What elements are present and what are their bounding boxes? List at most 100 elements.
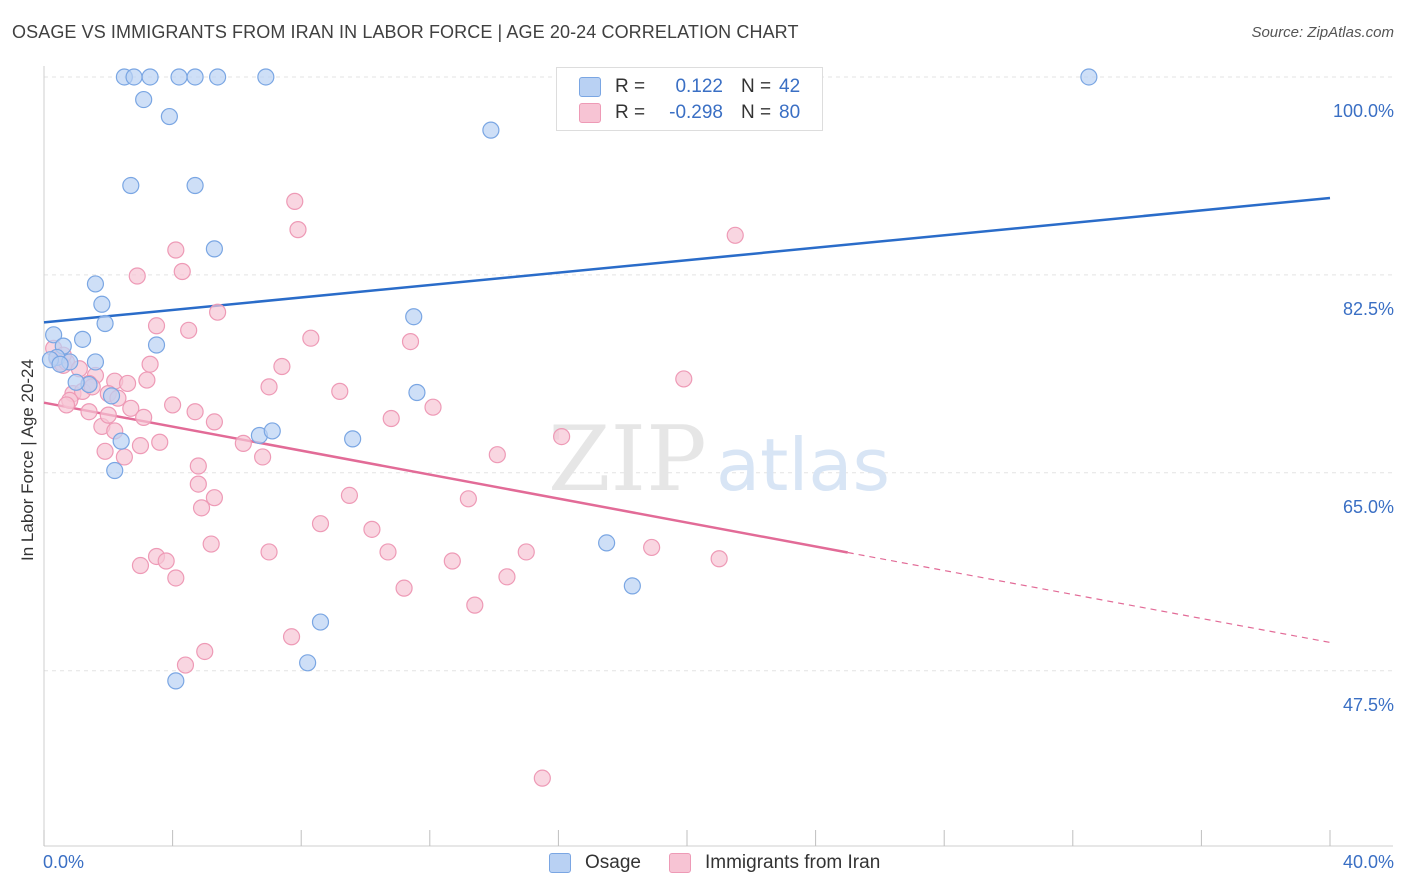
iran-point [205, 413, 223, 431]
iran-point [164, 396, 182, 414]
iran-point [115, 448, 133, 466]
iran-point [675, 370, 693, 388]
iran-point [710, 550, 728, 568]
stats-legend: R = 0.122 N = 42 R = -0.298 N = 80 [556, 67, 823, 131]
iran-point [424, 398, 442, 416]
iran-point [180, 321, 198, 339]
iran-point [118, 374, 137, 393]
watermark: ZIP atlas [548, 407, 890, 512]
osage-point [299, 654, 317, 672]
axes [43, 66, 1393, 847]
legend-label-iran: Immigrants from Iran [705, 852, 881, 873]
iran-point [189, 457, 207, 475]
iran-point [553, 428, 571, 446]
osage-point [122, 176, 140, 195]
iran-point [254, 448, 272, 466]
data-points [41, 68, 1098, 787]
osage-point [67, 373, 85, 391]
iran-point [80, 403, 98, 421]
osage-point [170, 68, 188, 86]
iran-point [131, 437, 150, 455]
osage-point [73, 330, 92, 348]
osage-point [86, 275, 105, 293]
legend-n-value: 42 [779, 76, 801, 97]
osage-point [135, 90, 153, 109]
osage-trend-line [43, 196, 1331, 324]
osage-point [623, 577, 641, 595]
iran-point [260, 543, 278, 561]
osage-point [141, 68, 159, 86]
osage-point [112, 432, 130, 450]
iran-point [466, 596, 484, 614]
osage-point [160, 107, 178, 126]
osage-point [311, 613, 330, 631]
series-legend: Osage Immigrants from Iran [0, 852, 1406, 878]
legend-swatch-iran [669, 853, 691, 873]
iran-point [331, 382, 349, 400]
trend-lines [43, 196, 1331, 644]
iran-point [286, 192, 304, 210]
iran-point [147, 317, 166, 335]
y-tick-label: 47.5% [1342, 694, 1394, 715]
iran-point [302, 329, 320, 347]
iran-point [186, 403, 204, 421]
iran-point [289, 221, 307, 239]
osage-point [106, 461, 124, 480]
legend-n-label: N = [741, 76, 772, 97]
osage-point [405, 308, 423, 326]
iran-point [96, 442, 114, 460]
iran-point [141, 355, 159, 373]
osage-point [186, 68, 204, 86]
iran-point [382, 409, 400, 428]
osage-point [96, 314, 114, 333]
iran-point [151, 433, 169, 451]
legend-n-value: 80 [779, 102, 801, 123]
osage-point [167, 672, 185, 690]
iran-point [488, 446, 506, 464]
osage-point [102, 387, 121, 405]
iran-point [401, 333, 420, 351]
iran-point [209, 303, 227, 321]
legend-r-value: 0.122 [675, 76, 723, 97]
iran-point [234, 434, 252, 452]
osage-point [598, 534, 616, 552]
watermark-atlas: atlas [716, 423, 890, 507]
osage-point [209, 68, 227, 86]
iran-point [173, 262, 191, 281]
iran-point [443, 552, 461, 570]
osage-point [205, 240, 223, 258]
watermark-zip: ZIP [548, 407, 707, 512]
y-axis-label: In Labor Force | Age 20-24 [18, 359, 37, 561]
iran-point [643, 538, 661, 557]
chart-title: OSAGE VS IMMIGRANTS FROM IRAN IN LABOR F… [12, 22, 799, 42]
legend-r-label: R = [615, 102, 646, 123]
legend-label-osage: Osage [585, 852, 641, 873]
iran-point [726, 226, 744, 244]
iran-point [533, 769, 551, 787]
osage-point [45, 326, 63, 344]
legend-r-label: R = [615, 76, 646, 97]
iran-point [131, 556, 150, 575]
legend-n-label: N = [741, 102, 772, 123]
iran-point [138, 371, 156, 389]
iran-point [395, 579, 413, 597]
y-tick-label: 100.0% [1332, 100, 1394, 121]
iran-point [189, 475, 207, 493]
iran-point [517, 543, 535, 561]
iran-point [135, 408, 153, 426]
osage-point [257, 68, 275, 86]
iran-point [202, 535, 220, 553]
iran-point [192, 499, 211, 517]
iran-point [99, 406, 117, 424]
x-tick-label-min: 0.0% [43, 852, 85, 872]
osage-point [186, 176, 204, 195]
osage-point [51, 355, 69, 373]
legend-item-iran: Immigrants from Iran [669, 852, 880, 874]
iran-point [260, 378, 278, 396]
iran-point [157, 552, 175, 570]
legend-swatch-osage [549, 853, 571, 873]
iran-point [311, 515, 330, 533]
iran-trend-line [43, 401, 848, 554]
source-credit: Source: ZipAtlas.com [1251, 24, 1394, 41]
